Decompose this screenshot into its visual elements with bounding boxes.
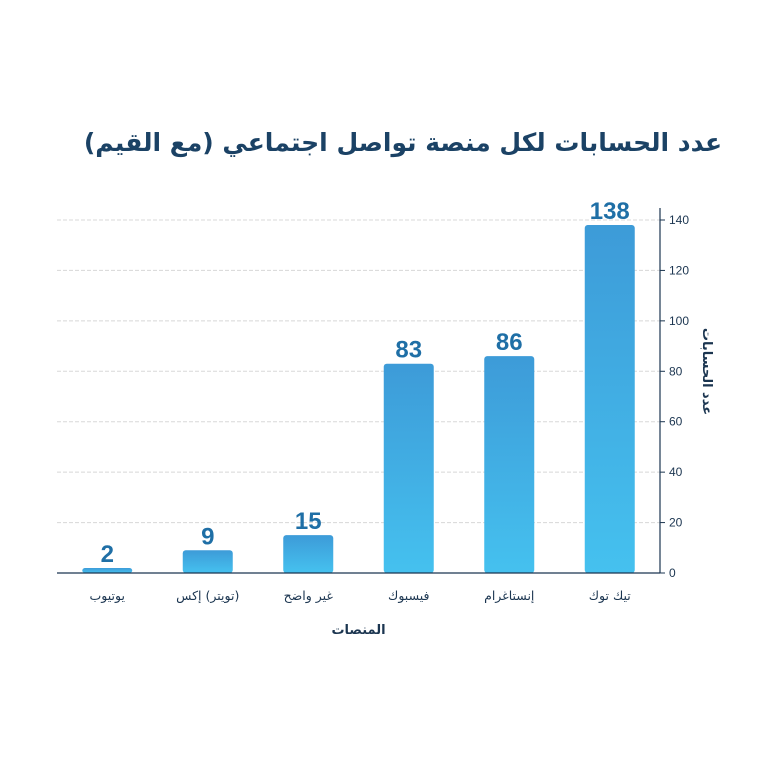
x-tick-label: (تويتر) إكس (176, 588, 239, 604)
y-axis: 0 20 40 60 80 100 120 140 (57, 208, 689, 580)
x-axis-title: المنصات (331, 623, 385, 638)
bar (182, 550, 233, 573)
bar (383, 363, 434, 573)
y-axis-title: عدد الحسابات (699, 328, 714, 415)
y-tick-label: 20 (669, 516, 683, 530)
bar (283, 535, 334, 573)
y-tick-label: 40 (669, 465, 683, 479)
y-tick-label: 100 (669, 314, 689, 328)
bar-value-label: 2 (101, 541, 114, 568)
bar (484, 356, 535, 573)
bars (82, 225, 635, 574)
bar-value-label: 83 (395, 337, 422, 364)
x-tick-label: يوتيوب (90, 588, 126, 604)
y-tick-label: 60 (669, 415, 683, 429)
y-tick-label: 140 (669, 213, 689, 227)
bar-value-label: 9 (201, 523, 214, 550)
bar (584, 225, 635, 574)
x-tick-label: فيسبوك (388, 588, 429, 604)
bar-value-label: 86 (496, 329, 523, 356)
gridlines (57, 219, 660, 524)
x-tick-label: غير واضح (284, 588, 334, 604)
y-tick-label: 120 (669, 263, 689, 277)
x-tick-label: إنستاغرام (484, 588, 534, 604)
labels: 138 تيك توك 86 إنستاغرام 83 فيسبوك 15 غير واضح 9… (90, 198, 714, 638)
y-tick-label: 0 (669, 566, 676, 580)
bar-value-label: 15 (295, 508, 322, 535)
bar (82, 567, 133, 573)
chart-title: عدد الحسابات لكل منصة تواصل اجتماعي (مع … (83, 128, 723, 157)
bar-value-label: 138 (590, 198, 630, 225)
x-tick-label: تيك توك (589, 588, 632, 604)
y-tick-label: 80 (669, 364, 683, 378)
